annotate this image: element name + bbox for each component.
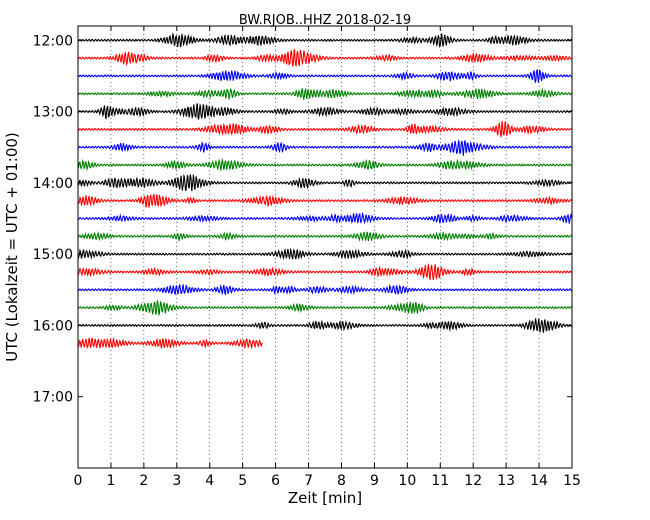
x-tick-label: 12 [464, 473, 482, 489]
seismic-trace [77, 173, 572, 192]
x-tick-label: 3 [172, 473, 181, 489]
x-tick-label: 13 [497, 473, 515, 489]
seismic-trace [77, 103, 572, 120]
x-tick-label: 15 [563, 473, 581, 489]
y-tick-label: 14:00 [33, 176, 73, 192]
x-tick-label: 7 [304, 473, 313, 489]
seismic-trace [77, 336, 263, 350]
x-tick-label: 14 [530, 473, 548, 489]
seismic-trace [77, 211, 573, 225]
x-tick-label: 5 [238, 473, 247, 489]
seismic-trace [77, 120, 573, 138]
seismic-trace [77, 247, 573, 261]
x-axis-label: Zeit [min] [288, 489, 362, 507]
y-tick-label: 16:00 [33, 318, 73, 334]
x-tick-label: 1 [106, 473, 115, 489]
x-tick-label: 11 [431, 473, 449, 489]
seismic-trace [77, 262, 573, 281]
y-tick-label: 13:00 [33, 105, 73, 121]
y-axis: 12:00 13:00 14:00 15:00 16:00 17:00 [33, 33, 572, 406]
trace-group [77, 32, 573, 350]
seismic-trace [77, 318, 572, 333]
chart-title: BW.RJOB..HHZ 2018-02-19 [239, 13, 411, 28]
y-tick-label: 12:00 [33, 33, 73, 49]
seismic-trace [77, 87, 573, 100]
x-tick-label: 0 [74, 473, 83, 489]
x-tick-label: 6 [271, 473, 280, 489]
x-tick-label: 4 [205, 473, 214, 489]
seismic-trace [77, 300, 573, 317]
seismic-trace [77, 230, 573, 243]
y-axis-label: UTC (Lokalzeit = UTC + 01:00) [3, 132, 21, 362]
seismic-trace [77, 193, 573, 208]
x-tick-label: 9 [370, 473, 379, 489]
seismic-trace [77, 48, 573, 67]
seismic-trace [77, 32, 572, 48]
y-tick-label: 15:00 [33, 247, 73, 263]
seismic-trace [77, 69, 573, 84]
x-gridlines [110, 26, 540, 468]
plot-frame [77, 25, 573, 469]
seismic-trace [77, 139, 573, 156]
plot-area [78, 26, 572, 468]
x-tick-label: 2 [139, 473, 148, 489]
seismic-trace [77, 283, 572, 296]
y-tick-label: 17:00 [33, 390, 73, 406]
x-tick-label: 8 [337, 473, 346, 489]
seismic-trace [77, 157, 572, 172]
x-axis: 0 1 2 3 4 5 6 7 8 9 10 11 12 13 14 15 [74, 26, 581, 489]
x-tick-label: 10 [398, 473, 416, 489]
